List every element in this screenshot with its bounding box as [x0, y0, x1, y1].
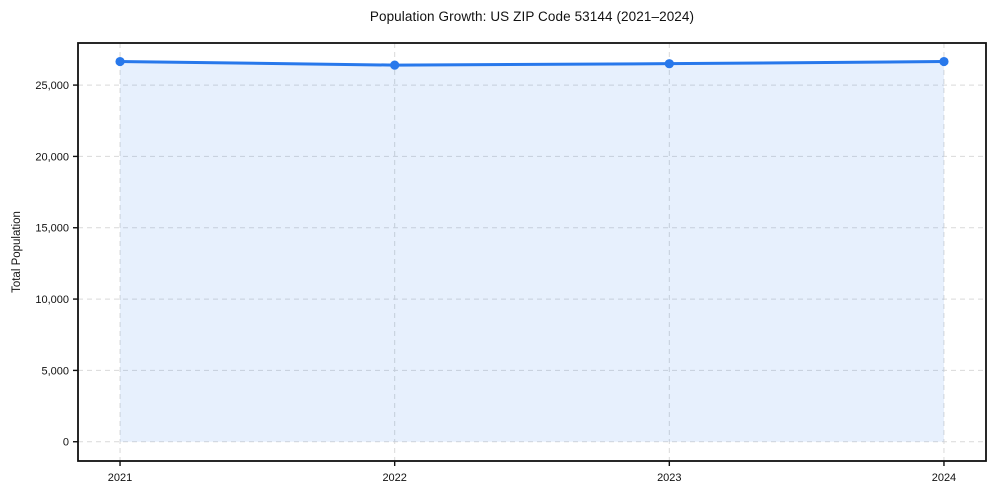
x-tick-label: 2021 [108, 472, 132, 484]
population-line [118, 60, 946, 67]
y-tick-label: 5,000 [41, 365, 69, 377]
plot-frame [77, 42, 987, 462]
y-tick-label: 25,000 [35, 80, 69, 92]
data-point-2021 [115, 56, 125, 67]
y-tick-label: 10,000 [35, 294, 69, 306]
x-tick-label: 2024 [932, 472, 956, 484]
y-tick-label: 20,000 [35, 151, 69, 163]
data-point-2023 [664, 59, 674, 69]
data-point-2024 [939, 56, 949, 67]
data-point-2022 [390, 60, 400, 70]
chart-title: Population Growth: US ZIP Code 53144 (20… [369, 9, 695, 24]
y-tick-label: 0 [63, 437, 69, 449]
area-fill [120, 61, 944, 442]
y-tick-label: 15,000 [35, 223, 69, 235]
x-tick-label: 2023 [657, 472, 681, 484]
x-tick-label: 2022 [382, 472, 406, 484]
